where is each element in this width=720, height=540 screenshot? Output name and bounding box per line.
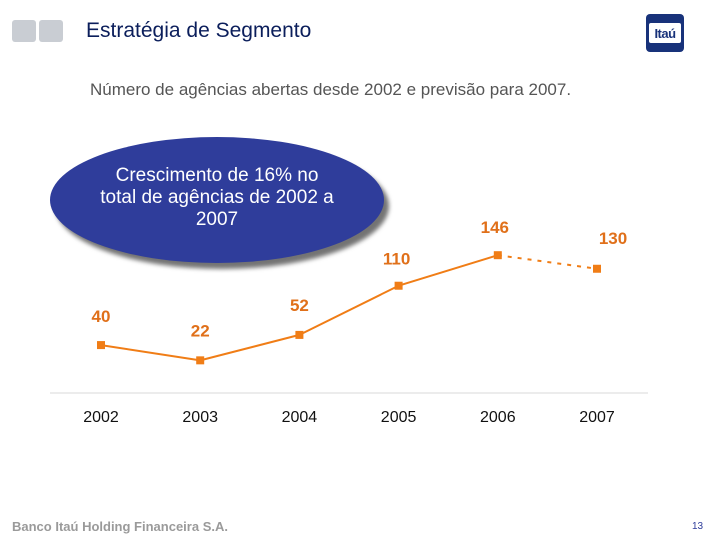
data-label: 146	[481, 218, 509, 237]
x-tick-label: 2002	[83, 409, 119, 426]
forecast-line-segment	[497, 254, 598, 270]
x-tick-label: 2003	[182, 409, 218, 426]
data-label: 130	[599, 229, 627, 248]
series-line-segment	[398, 254, 499, 287]
series-line-segment	[298, 284, 400, 336]
data-label: 52	[290, 296, 309, 315]
page-title: Estratégia de Segmento	[86, 19, 312, 42]
x-tick-labels: 2002 2003 2004 2005 2006 2007	[83, 409, 615, 426]
series-lines	[100, 254, 598, 362]
x-tick-label: 2004	[282, 409, 318, 426]
itau-logo-plate: Itaú	[649, 23, 681, 43]
data-label: 40	[92, 307, 111, 326]
callout-text: Crescimento de 16% no total de agências …	[100, 165, 334, 230]
footer-company: Banco Itaú Holding Financeira S.A.	[12, 519, 228, 534]
page-number: 13	[692, 521, 704, 532]
data-point-marker	[593, 264, 601, 273]
chart-subtitle: Número de agências abertas desde 2002 e …	[90, 80, 572, 99]
series-line-segment	[100, 344, 201, 362]
data-labels: 40 22 52 110 146 130	[92, 218, 628, 340]
x-tick-label: 2006	[480, 409, 516, 426]
data-point-marker	[196, 356, 205, 365]
data-label: 22	[191, 321, 210, 340]
growth-callout: Crescimento de 16% no total de agências …	[50, 137, 384, 263]
itau-logo: Itaú	[646, 14, 684, 52]
x-tick-label: 2007	[579, 409, 615, 426]
data-point-marker	[97, 341, 105, 350]
decor-square	[12, 20, 36, 42]
itau-logo-text: Itaú	[654, 25, 676, 41]
header-decoration	[12, 20, 63, 42]
data-label: 110	[383, 250, 410, 269]
decor-square	[39, 20, 63, 42]
series-line-segment	[199, 333, 300, 362]
data-point-marker	[295, 330, 304, 339]
x-tick-label: 2005	[381, 409, 417, 426]
series-markers	[97, 251, 601, 365]
data-point-marker	[493, 251, 502, 260]
data-point-marker	[394, 281, 403, 290]
